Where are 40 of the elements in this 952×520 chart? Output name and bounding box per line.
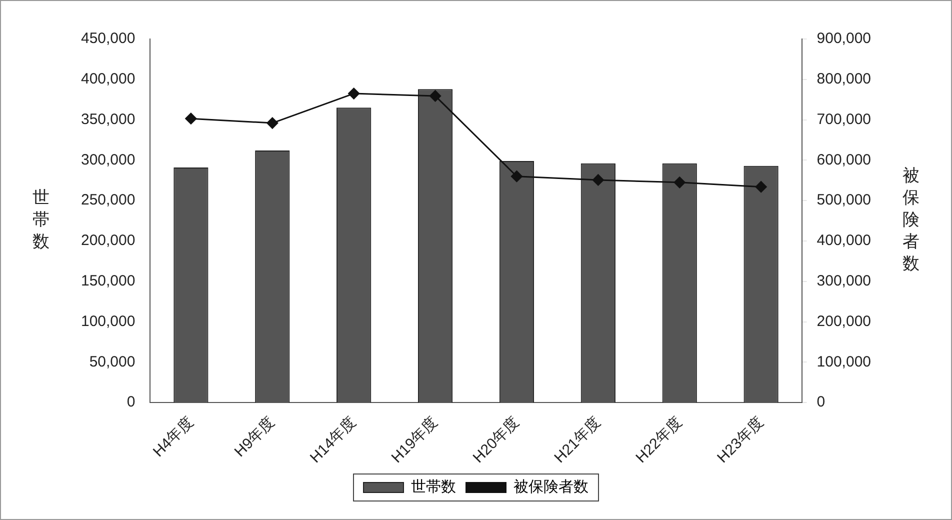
y2-tick-label: 300,000	[816, 272, 872, 290]
y2-tick-label: 0	[816, 394, 826, 411]
x-tick-label: H19年度	[388, 414, 442, 466]
y2-tick-label: 600,000	[816, 151, 872, 168]
point	[674, 176, 686, 188]
y-tick-label: 300,000	[80, 151, 136, 168]
y-tick-label: 250,000	[80, 192, 136, 209]
point	[348, 88, 360, 100]
y-tick-label: 50,000	[89, 353, 136, 370]
x-tick-label: H4年度	[150, 414, 197, 460]
y-tick-label: 100,000	[80, 312, 136, 330]
y-tick-label: 150,000	[80, 272, 136, 290]
y-tick-label: 0	[126, 394, 136, 411]
y2-tick-label: 400,000	[816, 232, 872, 250]
y2-tick-label: 700,000	[816, 110, 872, 128]
legend-label: 世帯数	[411, 478, 456, 496]
point	[185, 112, 197, 124]
y2-tick-label: 900,000	[816, 30, 872, 48]
point	[510, 170, 522, 182]
y-tick-label: 200,000	[80, 232, 136, 250]
x-tick-label: H20年度	[470, 414, 522, 466]
x-tick-label: H23年度	[714, 414, 767, 466]
x-tick-label: H9年度	[231, 414, 278, 460]
y2-tick-label: 200,000	[816, 312, 872, 330]
y-tick-label: 450,000	[80, 30, 136, 48]
y2-tick-label: 500,000	[816, 192, 872, 209]
y-tick-label: 350,000	[80, 110, 136, 128]
point	[755, 181, 767, 193]
y-axis-title: 世帯数	[32, 188, 50, 252]
y2-tick-label: 100,000	[816, 353, 872, 370]
x-tick-label: H14年度	[306, 414, 360, 466]
point	[266, 117, 278, 129]
legend-label: 被保険者数	[514, 478, 588, 496]
point	[430, 90, 442, 102]
y2-axis-title: 被保険者数	[902, 166, 920, 274]
x-tick-label: H22年度	[632, 414, 686, 466]
x-tick-label: H21年度	[551, 414, 604, 466]
y-tick-label: 400,000	[80, 70, 136, 88]
y2-tick-label: 800,000	[816, 70, 872, 88]
point	[592, 174, 604, 186]
